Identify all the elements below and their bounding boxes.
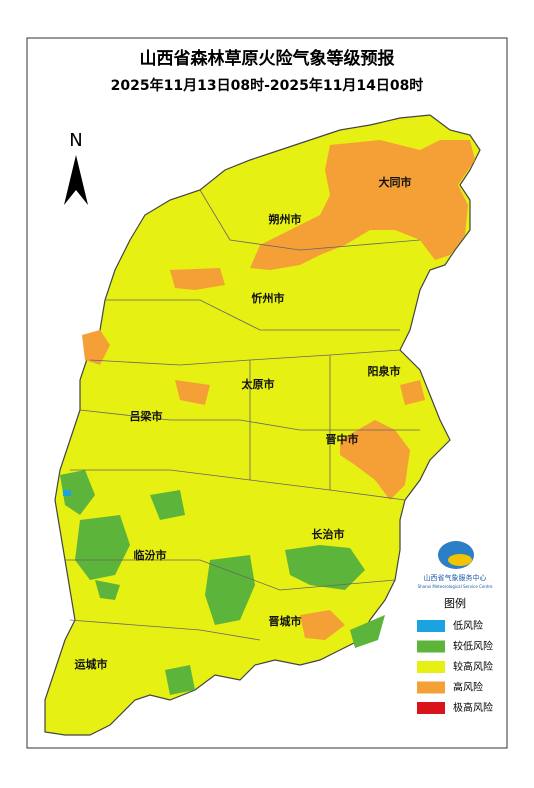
city-label: 临汾市 bbox=[134, 548, 167, 562]
north-label: N bbox=[69, 130, 82, 151]
logo-mark bbox=[448, 554, 472, 566]
logo-english: Shanxi Meteorological Service Centre bbox=[418, 584, 493, 589]
city-label: 运城市 bbox=[75, 657, 108, 671]
legend-swatch bbox=[417, 661, 445, 673]
logo-name: 山西省气象服务中心 bbox=[424, 573, 487, 582]
low-risk-area bbox=[63, 490, 71, 496]
city-label: 大同市 bbox=[379, 175, 412, 189]
north-arrow bbox=[64, 155, 88, 205]
city-borders bbox=[65, 189, 421, 641]
city-label: 长治市 bbox=[312, 527, 345, 541]
province-shape bbox=[44, 114, 481, 736]
lower-risk-areas bbox=[60, 470, 385, 695]
city-label: 吕梁市 bbox=[130, 409, 163, 423]
legend-label: 高风险 bbox=[453, 681, 483, 694]
city-label: 太原市 bbox=[241, 377, 275, 391]
legend-label: 极高风险 bbox=[453, 701, 493, 714]
legend-label: 较低风险 bbox=[453, 640, 493, 653]
legend-label: 低风险 bbox=[453, 619, 483, 632]
city-label: 晋城市 bbox=[269, 614, 302, 628]
city-label: 阳泉市 bbox=[368, 364, 401, 378]
legend-swatch bbox=[417, 640, 445, 653]
legend-swatch bbox=[417, 681, 445, 694]
city-label: 朔州市 bbox=[269, 212, 302, 226]
legend-title: 图例 bbox=[444, 596, 466, 610]
logo: 山西省气象服务中心 Shanxi Meteorological Service … bbox=[418, 541, 493, 589]
legend-label: 较高风险 bbox=[453, 660, 493, 673]
province bbox=[44, 114, 481, 736]
high-risk-areas bbox=[82, 140, 475, 640]
legend-swatch bbox=[417, 702, 445, 714]
city-label: 晋中市 bbox=[326, 432, 359, 446]
legend-swatch bbox=[417, 620, 445, 632]
title: 山西省森林草原火险气象等级预报 bbox=[140, 48, 395, 69]
subtitle: 2025年11月13日08时-2025年11月14日08时 bbox=[111, 77, 424, 94]
city-label: 忻州市 bbox=[252, 291, 285, 305]
